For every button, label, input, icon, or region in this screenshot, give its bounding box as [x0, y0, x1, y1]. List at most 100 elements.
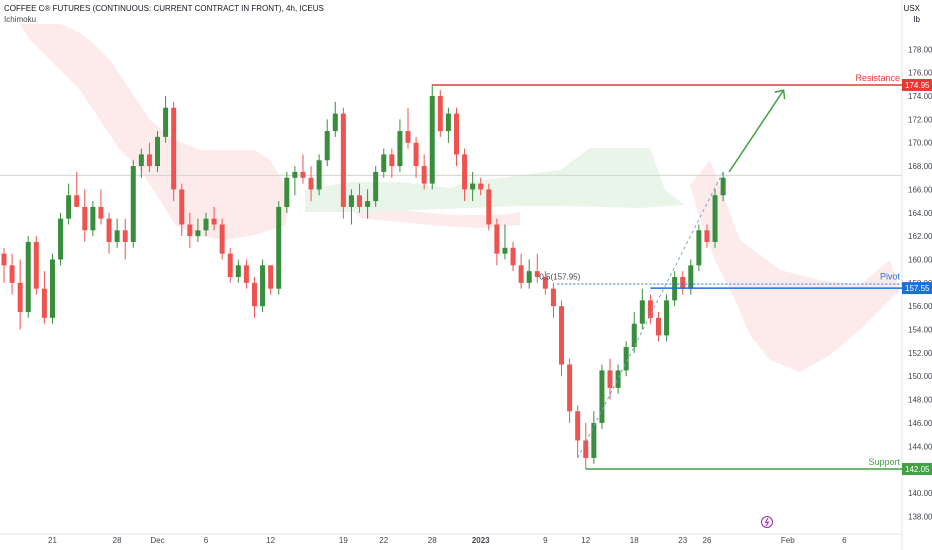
candle-body — [470, 183, 476, 190]
x-tick-label: 6 — [842, 536, 847, 545]
candle-body — [664, 300, 670, 336]
candle-body — [33, 241, 39, 289]
candle-body — [187, 224, 193, 237]
candle-body — [348, 195, 354, 207]
x-tick-label: 22 — [379, 536, 388, 545]
y-tick-label: 170.00 — [908, 139, 932, 148]
y-tick-label: 160.00 — [908, 255, 932, 264]
candle-body — [211, 218, 217, 225]
candle-body — [203, 218, 209, 231]
y-tick-label: 156.00 — [908, 302, 932, 311]
axis-currency-label: USX — [903, 4, 920, 13]
x-tick-label: Dec — [150, 536, 164, 545]
candle-body — [74, 195, 80, 207]
candle-body — [138, 154, 144, 167]
candle-body — [146, 154, 152, 167]
x-tick-label: 18 — [630, 536, 639, 545]
x-tick-label: 28 — [113, 536, 122, 545]
candle-body — [453, 113, 459, 155]
ichimoku-cloud-bull — [305, 148, 685, 212]
x-tick-label: 26 — [703, 536, 712, 545]
candle-body — [542, 277, 548, 289]
candle-body — [688, 265, 694, 289]
candle-body — [639, 300, 645, 324]
candle-body — [413, 142, 419, 167]
fib-level-label: 0.5(157.95) — [539, 272, 580, 281]
candle-body — [98, 206, 104, 219]
candle-body — [655, 317, 661, 336]
candle-body — [696, 230, 702, 266]
candle-body — [534, 271, 540, 277]
candle-body — [680, 277, 686, 289]
projection-arrow-head — [774, 89, 786, 100]
candle-body — [49, 259, 55, 318]
pivot-label: Pivot — [880, 271, 901, 281]
y-tick-label: 138.00 — [908, 512, 932, 521]
candle-body — [25, 241, 31, 313]
candle-body — [405, 131, 411, 143]
candle-body — [90, 206, 96, 231]
ichimoku-cloud-bear-1 — [20, 24, 290, 240]
y-tick-label: 140.00 — [908, 489, 932, 498]
candle-body — [114, 230, 120, 242]
candle-body — [243, 265, 249, 283]
x-tick-label: 6 — [204, 536, 209, 545]
candle-body — [429, 96, 435, 184]
support-label: Support — [868, 457, 900, 467]
candle-body — [631, 323, 637, 348]
candle-body — [179, 189, 185, 225]
candle-body — [308, 177, 314, 190]
candle-body — [647, 300, 653, 318]
candle-body — [550, 288, 556, 307]
candle-body — [502, 247, 508, 254]
candle-body — [155, 136, 161, 167]
candle-body — [591, 422, 597, 458]
candle-body — [445, 113, 451, 132]
candle-body — [365, 201, 371, 207]
resistance-label: Resistance — [855, 73, 900, 83]
candle-body — [316, 160, 322, 190]
symbol-title[interactable]: COFFEE C® FUTURES (CONTINUOUS: CURRENT C… — [4, 4, 324, 13]
candle-body — [163, 107, 169, 137]
pivot-price-tag — [902, 282, 932, 295]
y-tick-label: 144.00 — [908, 442, 932, 451]
x-tick-label: 2023 — [472, 536, 490, 545]
candle-body — [276, 206, 282, 289]
pivot-price-text: 157.55 — [905, 284, 930, 293]
support-price-text: 142.05 — [905, 465, 930, 474]
candle-body — [268, 265, 274, 289]
candle-body — [235, 265, 241, 277]
candle-body — [486, 189, 492, 225]
candle-body — [340, 113, 346, 207]
support-price-tag — [902, 463, 932, 476]
candle-body — [9, 265, 15, 283]
candle-body — [41, 288, 47, 318]
candle-body — [219, 224, 225, 254]
x-tick-label: 12 — [581, 536, 590, 545]
candle-body — [58, 218, 64, 260]
x-tick-label: 23 — [678, 536, 687, 545]
candle-body — [607, 370, 613, 388]
indicator-label[interactable]: Ichimoku — [4, 15, 37, 24]
y-tick-label: 166.00 — [908, 185, 932, 194]
candle-body — [1, 253, 7, 266]
candle-body — [510, 247, 516, 266]
candle-body — [615, 370, 621, 388]
candle-body — [130, 166, 136, 242]
candle-body — [720, 177, 726, 196]
resistance-price-text: 174.95 — [905, 81, 930, 90]
candle-body — [324, 131, 330, 161]
x-tick-label: 19 — [339, 536, 348, 545]
candle-body — [494, 224, 500, 254]
y-tick-label: 146.00 — [908, 419, 932, 428]
candle-body — [300, 171, 306, 178]
candle-body — [227, 253, 233, 277]
y-tick-label: 162.00 — [908, 232, 932, 241]
candle-body — [66, 195, 72, 219]
candle-body — [599, 370, 605, 423]
y-tick-label: 150.00 — [908, 372, 932, 381]
candle-body — [567, 364, 573, 412]
candle-body — [251, 282, 257, 307]
